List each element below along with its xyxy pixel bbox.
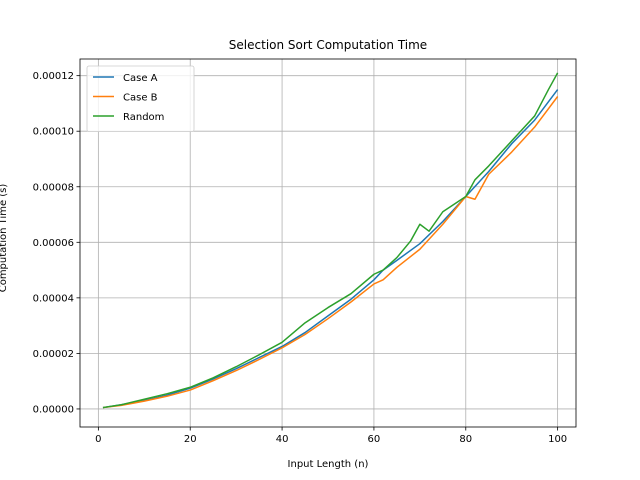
x-tick-label: 20 [184,434,197,445]
y-tick-label: 0.00010 [33,127,74,138]
legend-label-case-b: Case B [123,93,158,104]
y-tick-label: 0.00006 [33,238,74,249]
y-axis: 0.00000 0.00002 0.00004 0.00006 0.00008 0.000… [33,71,80,415]
plot-frame [79,58,577,428]
y-tick-label: 0.00008 [33,182,74,193]
x-tick-label: 100 [548,434,567,445]
x-tick-label: 60 [368,434,381,445]
y-tick-label: 0.00000 [33,404,74,415]
legend-label-random: Random [123,112,164,123]
x-tick-label: 80 [459,434,472,445]
series-line-case-b [102,96,559,409]
y-tick-label: 0.00012 [33,71,74,82]
series-line-case-a [102,89,559,409]
y-tick-label: 0.00004 [33,293,74,304]
series-layer [102,72,559,409]
x-axis-title: Input Length (n) [288,459,369,470]
y-tick-label: 0.00002 [33,349,74,360]
series-line-random [102,72,559,409]
legend: Case A Case B Random [86,65,195,132]
x-axis: 0 20 40 60 80 100 [95,427,567,445]
chart-title: Selection Sort Computation Time [229,38,427,52]
y-axis-title: Computation Time (s) [0,184,9,293]
legend-label-case-a: Case A [123,73,158,84]
x-tick-label: 0 [95,434,101,445]
grid [80,59,576,427]
x-tick-label: 40 [276,434,289,445]
legend-box [86,65,195,132]
